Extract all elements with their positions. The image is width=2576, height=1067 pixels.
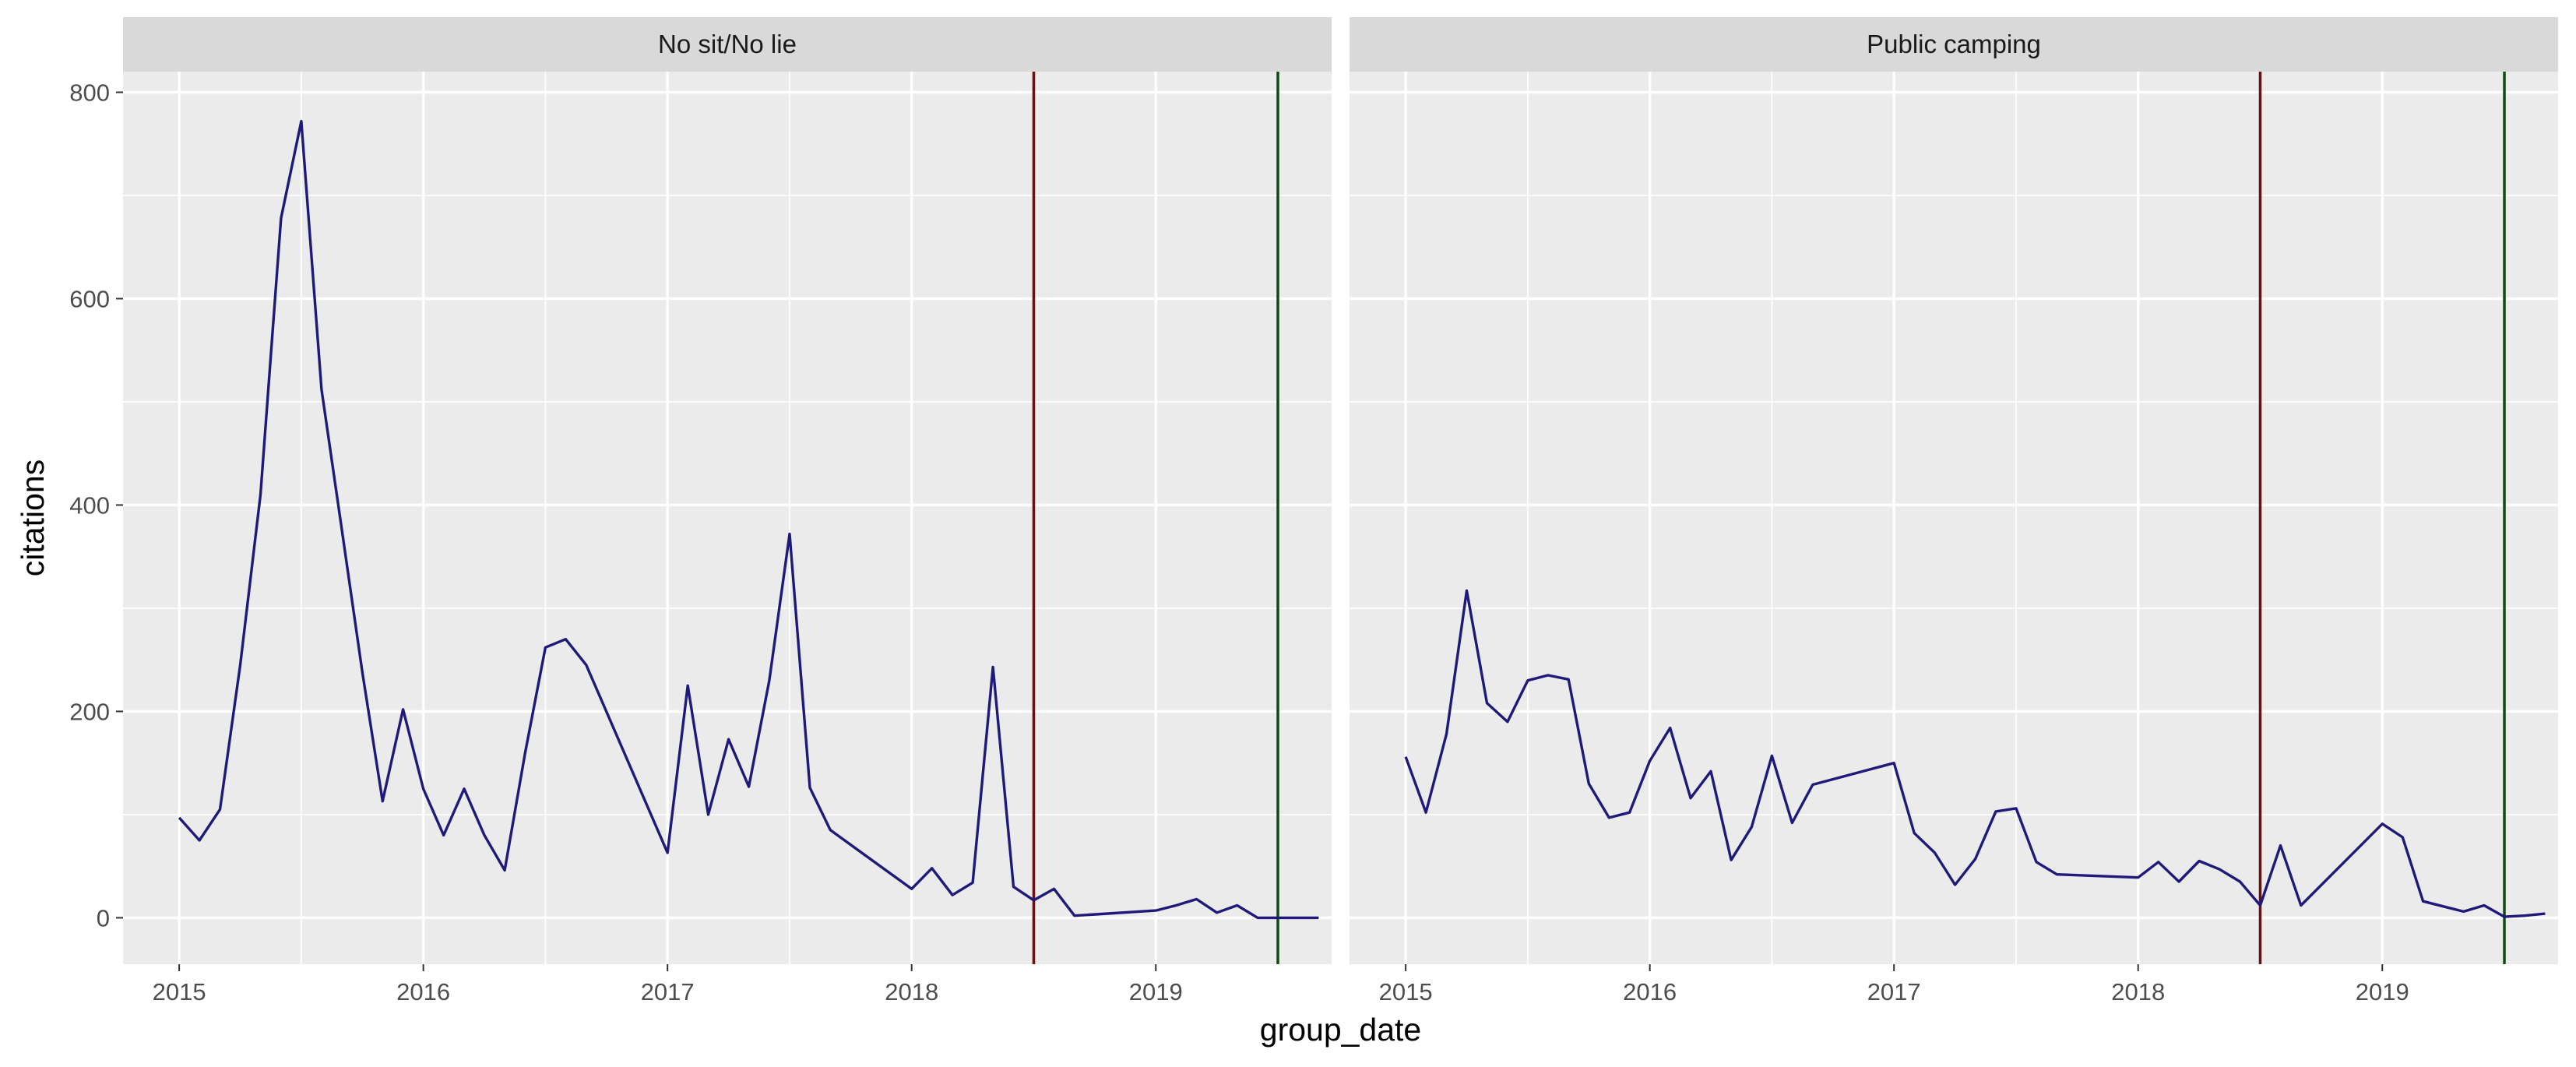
x-tick-label: 2016	[396, 978, 450, 1005]
y-tick-label: 0	[97, 904, 110, 931]
y-tick-label: 400	[69, 491, 110, 519]
x-tick-label: 2017	[1867, 978, 1921, 1005]
series-line	[1404, 589, 2546, 918]
x-tick-label: 2017	[641, 978, 695, 1005]
x-tick-label: 2015	[153, 978, 206, 1005]
y-tick-label: 800	[69, 79, 110, 106]
facet-strip	[1350, 17, 2558, 72]
x-tick-label: 2019	[2356, 978, 2409, 1005]
y-tick-label: 200	[69, 698, 110, 725]
x-tick-label: 2018	[2111, 978, 2165, 1005]
x-axis-title: group_date	[1260, 1012, 1421, 1048]
panel-background	[123, 72, 1332, 964]
x-tick-label: 2019	[1129, 978, 1183, 1005]
facet-label: No sit/No lie	[658, 30, 797, 58]
x-tick-label: 2018	[885, 978, 938, 1005]
y-tick-label: 600	[69, 285, 110, 312]
facet-label: Public camping	[1867, 30, 2041, 58]
panel-2: Public camping 2015 2016 2017 2018 2019	[1350, 17, 2558, 1005]
facet-strip	[123, 17, 1332, 72]
x-tick-label: 2016	[1623, 978, 1677, 1005]
panel-1: No sit/No lie 2015 2016 2017 2018 2019	[123, 17, 1332, 1005]
y-axis-title: citations	[15, 460, 51, 576]
series-line	[178, 119, 1319, 920]
panel-background	[1350, 72, 2558, 964]
x-tick-label: 2015	[1379, 978, 1433, 1005]
